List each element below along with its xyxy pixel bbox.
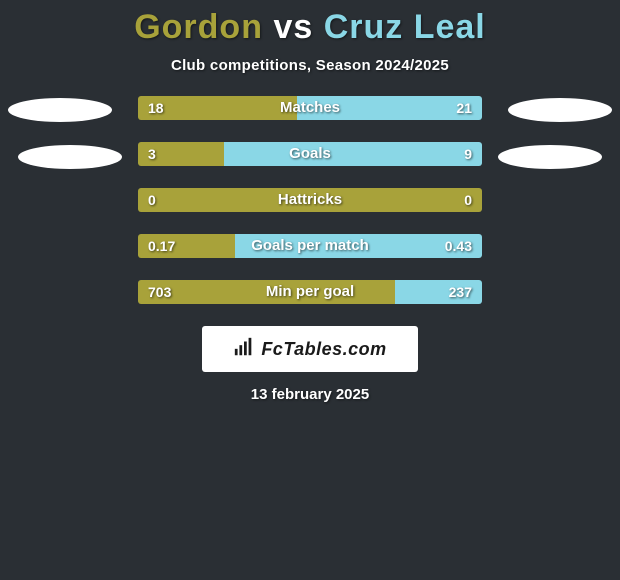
bar-left-fill <box>138 142 224 166</box>
bar-left-fill <box>138 280 395 304</box>
player2-avatar-top <box>508 98 612 122</box>
footer-logo: FcTables.com <box>202 326 418 372</box>
title: Gordon vs Cruz Leal <box>134 8 486 46</box>
title-row: Gordon vs Cruz Leal <box>0 8 620 47</box>
comparison-card: Gordon vs Cruz Leal Club competitions, S… <box>0 0 620 403</box>
chart-icon <box>233 336 255 363</box>
bar-row: 703237Min per goal <box>138 280 482 304</box>
bar-right-fill <box>395 280 482 304</box>
bar-left-fill <box>138 234 235 258</box>
player1-avatar-mid <box>18 145 122 169</box>
title-player1: Gordon <box>134 8 263 46</box>
bar-row: 1821Matches <box>138 96 482 120</box>
player2-avatar-mid <box>498 145 602 169</box>
subtitle: Club competitions, Season 2024/2025 <box>0 57 620 74</box>
chart-area: 1821Matches 39Goals 00Hattricks 0.170.43Goa… <box>0 96 620 304</box>
bar-right-fill <box>235 234 482 258</box>
title-player2: Cruz Leal <box>324 8 486 46</box>
player1-avatar-top <box>8 98 112 122</box>
footer-date: 13 february 2025 <box>0 386 620 403</box>
bar-left-fill <box>138 96 297 120</box>
title-vs: vs <box>273 8 313 46</box>
bar-right-fill <box>297 96 482 120</box>
bar-left-fill <box>138 188 482 212</box>
footer-brand: FcTables.com <box>261 339 386 360</box>
bar-row: 00Hattricks <box>138 188 482 212</box>
bar-row: 39Goals <box>138 142 482 166</box>
bars-container: 1821Matches 39Goals 00Hattricks 0.170.43Goa… <box>138 96 482 304</box>
bar-right-fill <box>224 142 482 166</box>
bar-row: 0.170.43Goals per match <box>138 234 482 258</box>
